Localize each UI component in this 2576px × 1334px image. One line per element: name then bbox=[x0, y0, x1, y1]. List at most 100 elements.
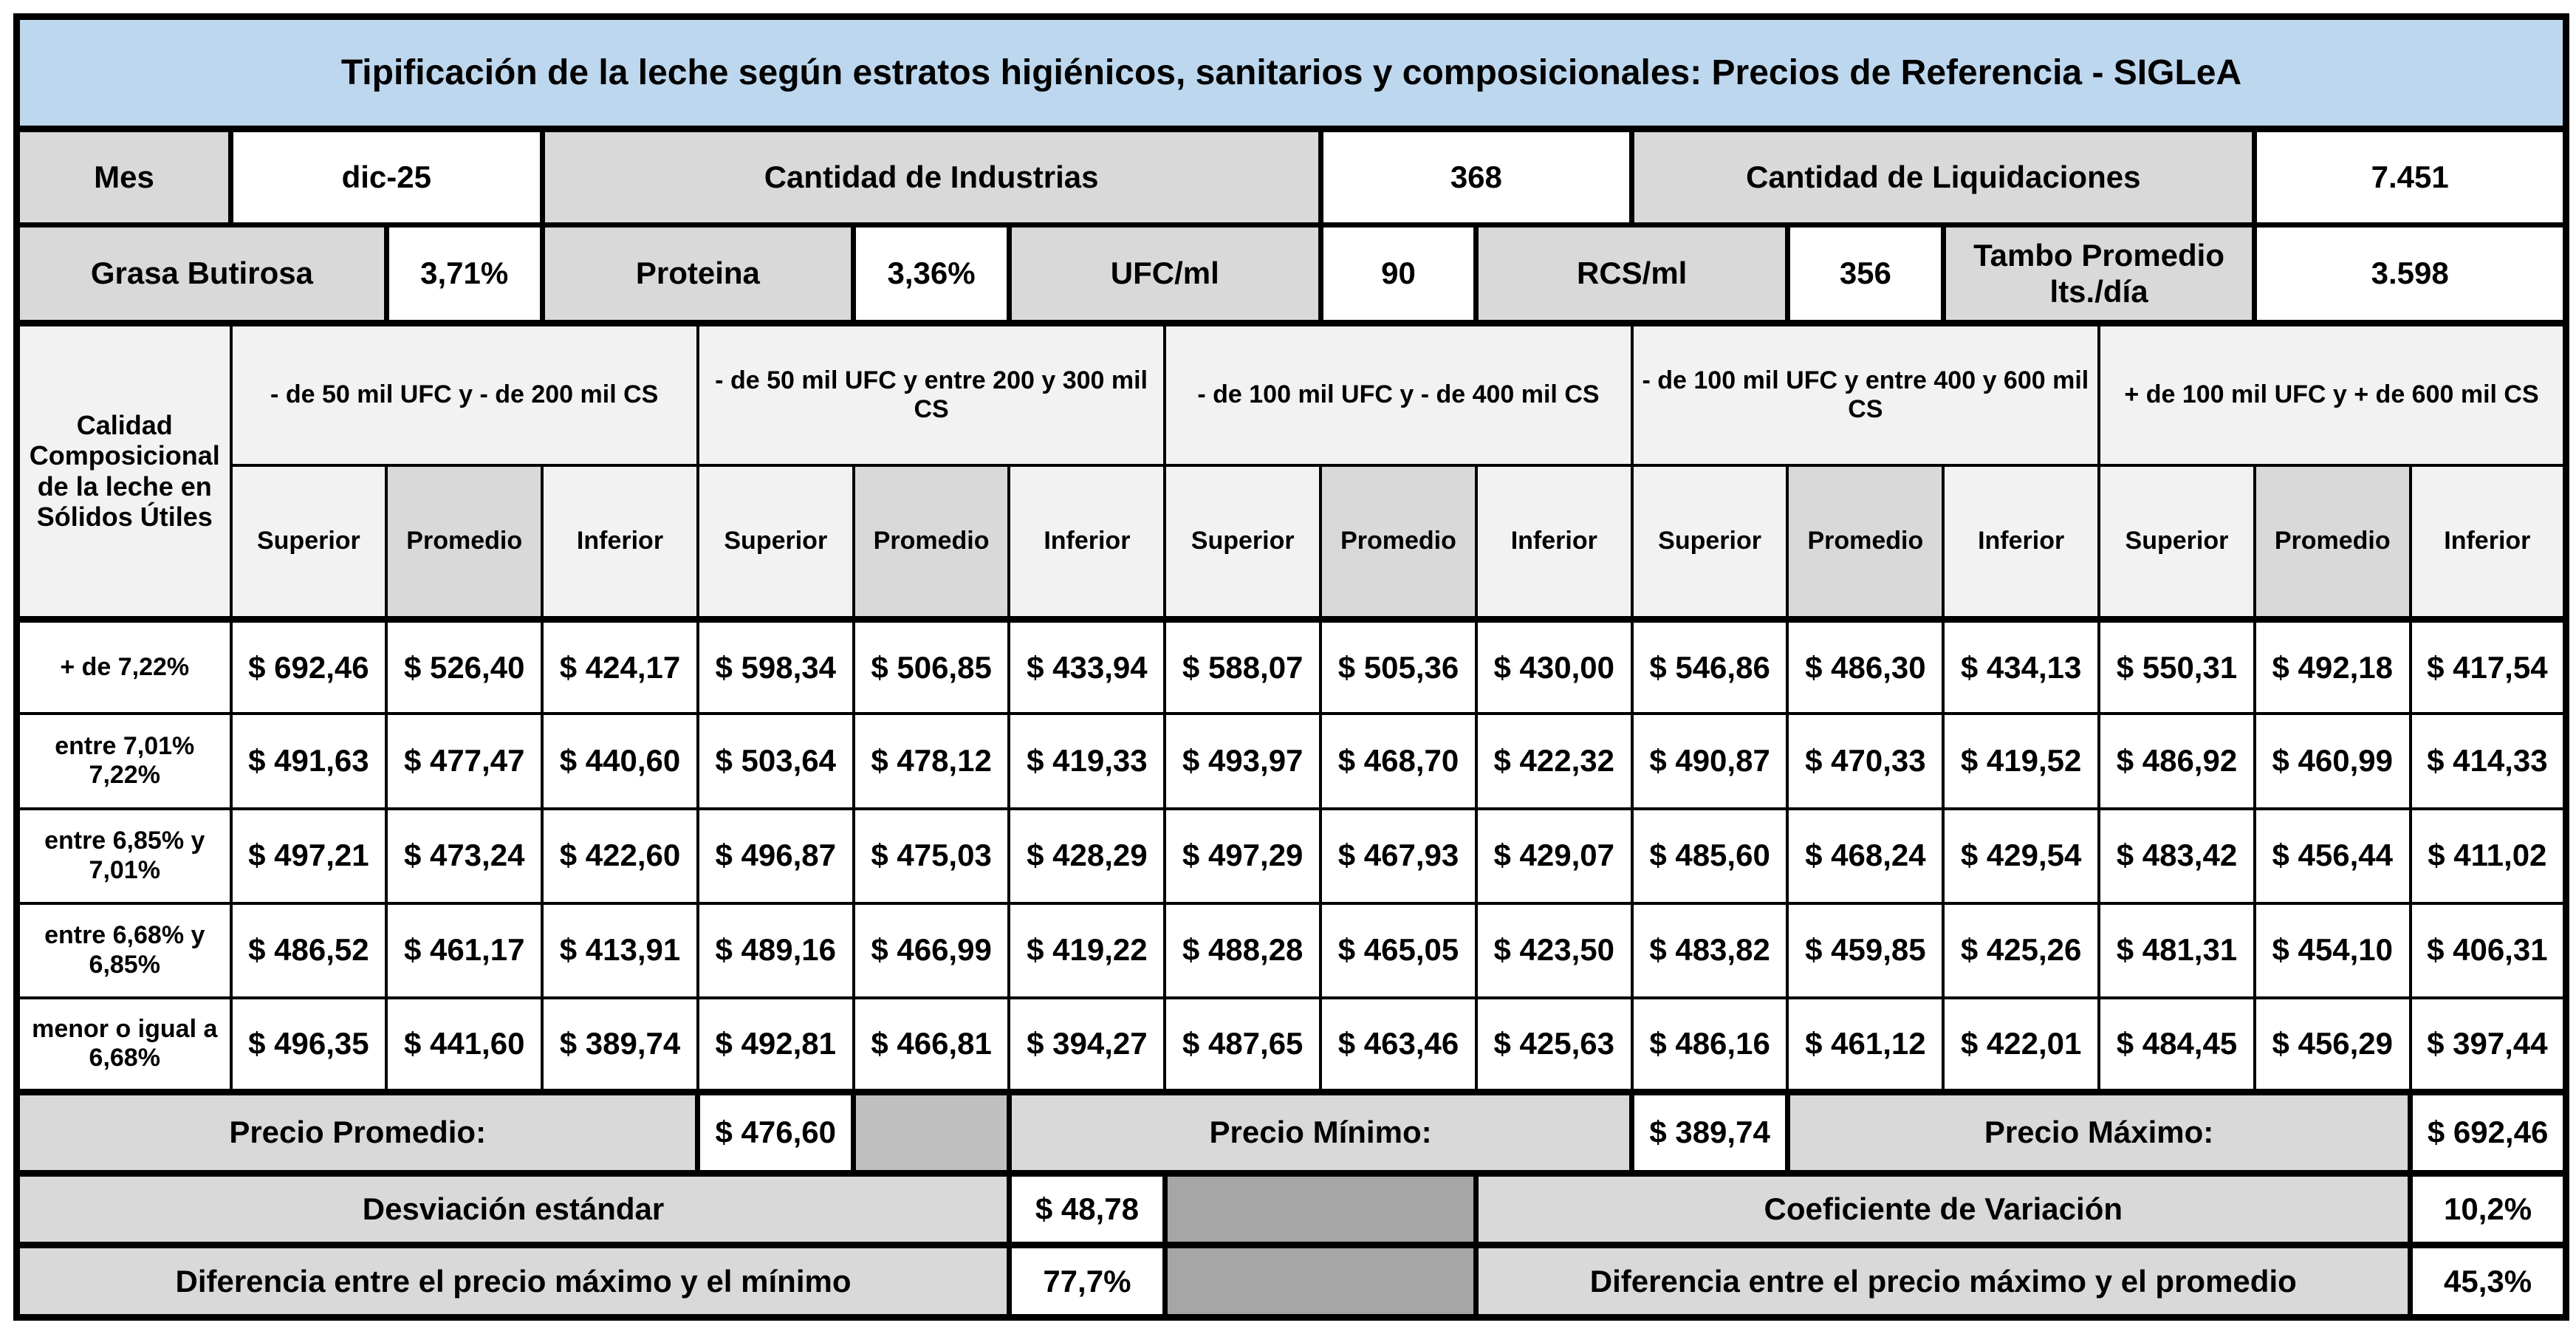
price-cell: $ 496,87 bbox=[696, 807, 855, 905]
price-cell: $ 487,65 bbox=[1163, 996, 1323, 1094]
subheader-superior: Superior bbox=[1630, 464, 1789, 621]
group-header-2: - de 50 mil UFC y entre 200 y 300 mil CS bbox=[696, 319, 1167, 468]
price-cell: $ 419,52 bbox=[1942, 712, 2101, 810]
precio-promedio-label: Precio Promedio: bbox=[13, 1089, 701, 1176]
price-cell: $ 550,31 bbox=[2097, 615, 2256, 716]
price-cell: $ 485,60 bbox=[1630, 807, 1789, 905]
price-cell: $ 440,60 bbox=[541, 712, 699, 810]
mes-label: Mes bbox=[14, 126, 233, 228]
price-cell: $ 481,31 bbox=[2097, 901, 2256, 999]
price-cell: $ 505,36 bbox=[1319, 615, 1478, 716]
coeficiente-value: 10,2% bbox=[2408, 1169, 2569, 1248]
group-header-3: - de 100 mil UFC y - de 400 mil CS bbox=[1163, 319, 1634, 468]
subheader-promedio: Promedio bbox=[852, 464, 1011, 621]
price-cell: $ 414,33 bbox=[2408, 712, 2568, 810]
price-cell: $ 454,10 bbox=[2253, 901, 2412, 999]
price-cell: $ 493,97 bbox=[1163, 712, 1323, 810]
price-cell: $ 468,24 bbox=[1786, 807, 1945, 905]
price-cell: $ 465,05 bbox=[1319, 901, 1478, 999]
price-cell: $ 456,29 bbox=[2253, 996, 2412, 1094]
price-cell: $ 428,29 bbox=[1007, 807, 1167, 905]
dif-max-min-label: Diferencia entre el precio máximo y el m… bbox=[14, 1242, 1012, 1320]
price-cell: $ 492,18 bbox=[2253, 615, 2412, 716]
quality-column-header: Calidad Composicional de la leche en Sól… bbox=[15, 319, 233, 621]
price-cell: $ 473,24 bbox=[385, 807, 544, 905]
price-cell: $ 486,16 bbox=[1630, 996, 1789, 1094]
price-cell: $ 422,32 bbox=[1474, 712, 1634, 810]
price-cell: $ 424,17 bbox=[541, 615, 699, 716]
subheader-promedio: Promedio bbox=[2253, 464, 2412, 621]
subheader-promedio: Promedio bbox=[1319, 464, 1478, 621]
price-cell: $ 417,54 bbox=[2408, 615, 2568, 716]
price-cell: $ 506,85 bbox=[852, 615, 1011, 716]
price-cell: $ 430,00 bbox=[1474, 615, 1634, 716]
price-cell: $ 488,28 bbox=[1163, 901, 1323, 999]
desviacion-label: Desviación estándar bbox=[14, 1169, 1012, 1248]
price-cell: $ 425,63 bbox=[1474, 996, 1634, 1094]
subheader-superior: Superior bbox=[2097, 464, 2256, 621]
tambo-value: 3.598 bbox=[2252, 222, 2569, 326]
ufc-label: UFC/ml bbox=[1006, 222, 1323, 326]
price-cell: $ 456,44 bbox=[2253, 807, 2412, 905]
price-cell: $ 491,63 bbox=[229, 712, 388, 810]
price-cell: $ 461,17 bbox=[385, 901, 544, 999]
price-cell: $ 492,81 bbox=[696, 996, 855, 1094]
dif-max-prom-value: 45,3% bbox=[2408, 1242, 2569, 1320]
row-label: menor o igual a 6,68% bbox=[15, 996, 233, 1094]
price-cell: $ 483,82 bbox=[1630, 901, 1789, 999]
price-cell: $ 460,99 bbox=[2253, 712, 2412, 810]
subheader-inferior: Inferior bbox=[541, 464, 699, 621]
price-cell: $ 429,07 bbox=[1474, 807, 1634, 905]
spacer-cell bbox=[1162, 1242, 1479, 1320]
price-cell: $ 475,03 bbox=[852, 807, 1011, 905]
price-cell: $ 467,93 bbox=[1319, 807, 1478, 905]
group-header-1: - de 50 mil UFC y - de 200 mil CS bbox=[229, 319, 699, 468]
liquidaciones-label: Cantidad de Liquidaciones bbox=[1629, 126, 2258, 228]
price-cell: $ 486,30 bbox=[1786, 615, 1945, 716]
price-cell: $ 546,86 bbox=[1630, 615, 1789, 716]
price-cell: $ 463,46 bbox=[1319, 996, 1478, 1094]
spacer-cell bbox=[851, 1089, 1012, 1176]
group-header-4: - de 100 mil UFC y entre 400 y 600 mil C… bbox=[1630, 319, 2101, 468]
price-cell: $ 422,60 bbox=[541, 807, 699, 905]
mes-value: dic-25 bbox=[228, 126, 545, 228]
row-label: + de 7,22% bbox=[15, 615, 233, 716]
subheader-inferior: Inferior bbox=[1942, 464, 2101, 621]
precio-maximo-value: $ 692,46 bbox=[2408, 1089, 2569, 1176]
price-cell: $ 496,35 bbox=[229, 996, 388, 1094]
price-cell: $ 468,70 bbox=[1319, 712, 1478, 810]
price-cell: $ 486,92 bbox=[2097, 712, 2256, 810]
price-cell: $ 478,12 bbox=[852, 712, 1011, 810]
price-cell: $ 477,47 bbox=[385, 712, 544, 810]
industrias-label: Cantidad de Industrias bbox=[539, 126, 1323, 228]
rcs-label: RCS/ml bbox=[1473, 222, 1790, 326]
precio-maximo-label: Precio Máximo: bbox=[1784, 1089, 2414, 1176]
price-cell: $ 503,64 bbox=[696, 712, 855, 810]
liquidaciones-value: 7.451 bbox=[2252, 126, 2569, 228]
grasa-value: 3,71% bbox=[383, 222, 545, 326]
price-cell: $ 692,46 bbox=[229, 615, 388, 716]
price-cell: $ 389,74 bbox=[541, 996, 699, 1094]
precio-promedio-value: $ 476,60 bbox=[695, 1089, 857, 1176]
price-cell: $ 466,81 bbox=[852, 996, 1011, 1094]
price-cell: $ 411,02 bbox=[2408, 807, 2568, 905]
spacer-cell bbox=[1162, 1169, 1479, 1248]
row-label: entre 6,68% y 6,85% bbox=[15, 901, 233, 999]
precio-minimo-value: $ 389,74 bbox=[1629, 1089, 1790, 1176]
dif-max-prom-label: Diferencia entre el precio máximo y el p… bbox=[1473, 1242, 2414, 1320]
milk-typification-table: Tipificación de la leche según estratos … bbox=[13, 13, 2569, 1321]
industrias-value: 368 bbox=[1318, 126, 1635, 228]
price-cell: $ 434,13 bbox=[1942, 615, 2101, 716]
price-cell: $ 413,91 bbox=[541, 901, 699, 999]
price-cell: $ 461,12 bbox=[1786, 996, 1945, 1094]
grasa-label: Grasa Butirosa bbox=[14, 222, 389, 326]
subheader-inferior: Inferior bbox=[2408, 464, 2568, 621]
price-cell: $ 483,42 bbox=[2097, 807, 2256, 905]
price-cell: $ 394,27 bbox=[1007, 996, 1167, 1094]
precio-minimo-label: Precio Mínimo: bbox=[1006, 1089, 1635, 1176]
row-label: entre 6,85% y 7,01% bbox=[15, 807, 233, 905]
subheader-inferior: Inferior bbox=[1007, 464, 1167, 621]
price-cell: $ 406,31 bbox=[2408, 901, 2568, 999]
price-cell: $ 526,40 bbox=[385, 615, 544, 716]
